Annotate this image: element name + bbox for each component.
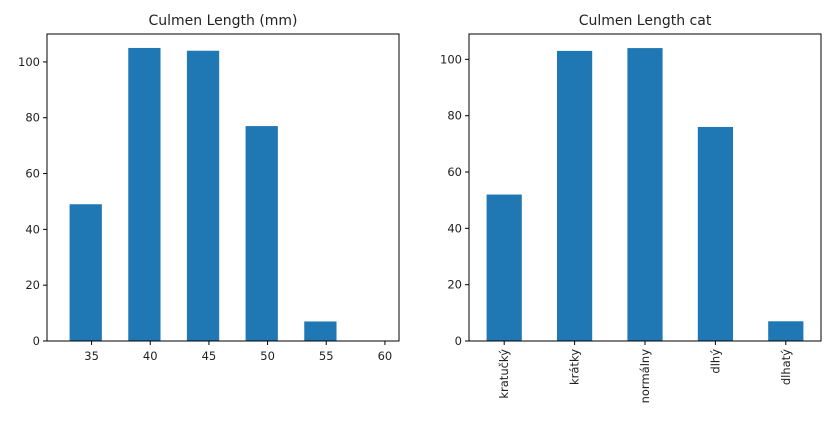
bar: [304, 321, 337, 341]
x-tick-label: 35: [84, 349, 99, 363]
x-tick-label: 60: [378, 349, 393, 363]
y-tick-label: 40: [447, 221, 462, 235]
x-tick-label: 50: [260, 349, 275, 363]
x-tick-label: normálny: [638, 349, 652, 404]
bar: [768, 321, 804, 341]
y-tick-label: 0: [33, 334, 40, 348]
y-tick-label: 0: [455, 334, 462, 348]
x-tick-label: dlhý: [708, 349, 722, 374]
bar: [128, 47, 161, 342]
y-tick-label: 100: [18, 55, 40, 69]
y-tick-label: 100: [440, 52, 462, 66]
chart-culmen-length-cat: kratučký krátky normálny dlhý dlhatý 0 20 40 60 8…: [440, 13, 822, 404]
bar: [486, 194, 522, 341]
x-tick-label: 40: [143, 349, 158, 363]
bar: [627, 48, 663, 341]
bar: [69, 204, 102, 341]
bar: [557, 50, 593, 342]
y-tick-label: 60: [447, 165, 462, 179]
x-tick-label: kratučký: [497, 349, 511, 399]
bar: [697, 126, 733, 342]
y-tick-label: 80: [25, 111, 40, 125]
y-tick-label: 60: [25, 167, 40, 181]
chart-culmen-length-mm: 35 40 45 50 55 60 0 20 40 60 80 100 Culmen Length (m…: [18, 13, 400, 363]
chart-title: Culmen Length cat: [579, 13, 712, 29]
y-tick-label: 80: [447, 109, 462, 123]
bar: [245, 126, 278, 341]
y-tick-label: 20: [447, 278, 462, 292]
x-tick-label: 45: [202, 349, 217, 363]
y-tick-label: 40: [25, 222, 40, 236]
chart-title: Culmen Length (mm): [148, 13, 297, 29]
x-tick-label: 55: [319, 349, 334, 363]
x-tick-label: dlhatý: [779, 349, 793, 385]
plot-frame: [46, 33, 400, 342]
x-tick-label: krátky: [568, 349, 582, 385]
y-tick-label: 20: [25, 278, 40, 292]
bar: [186, 50, 220, 341]
